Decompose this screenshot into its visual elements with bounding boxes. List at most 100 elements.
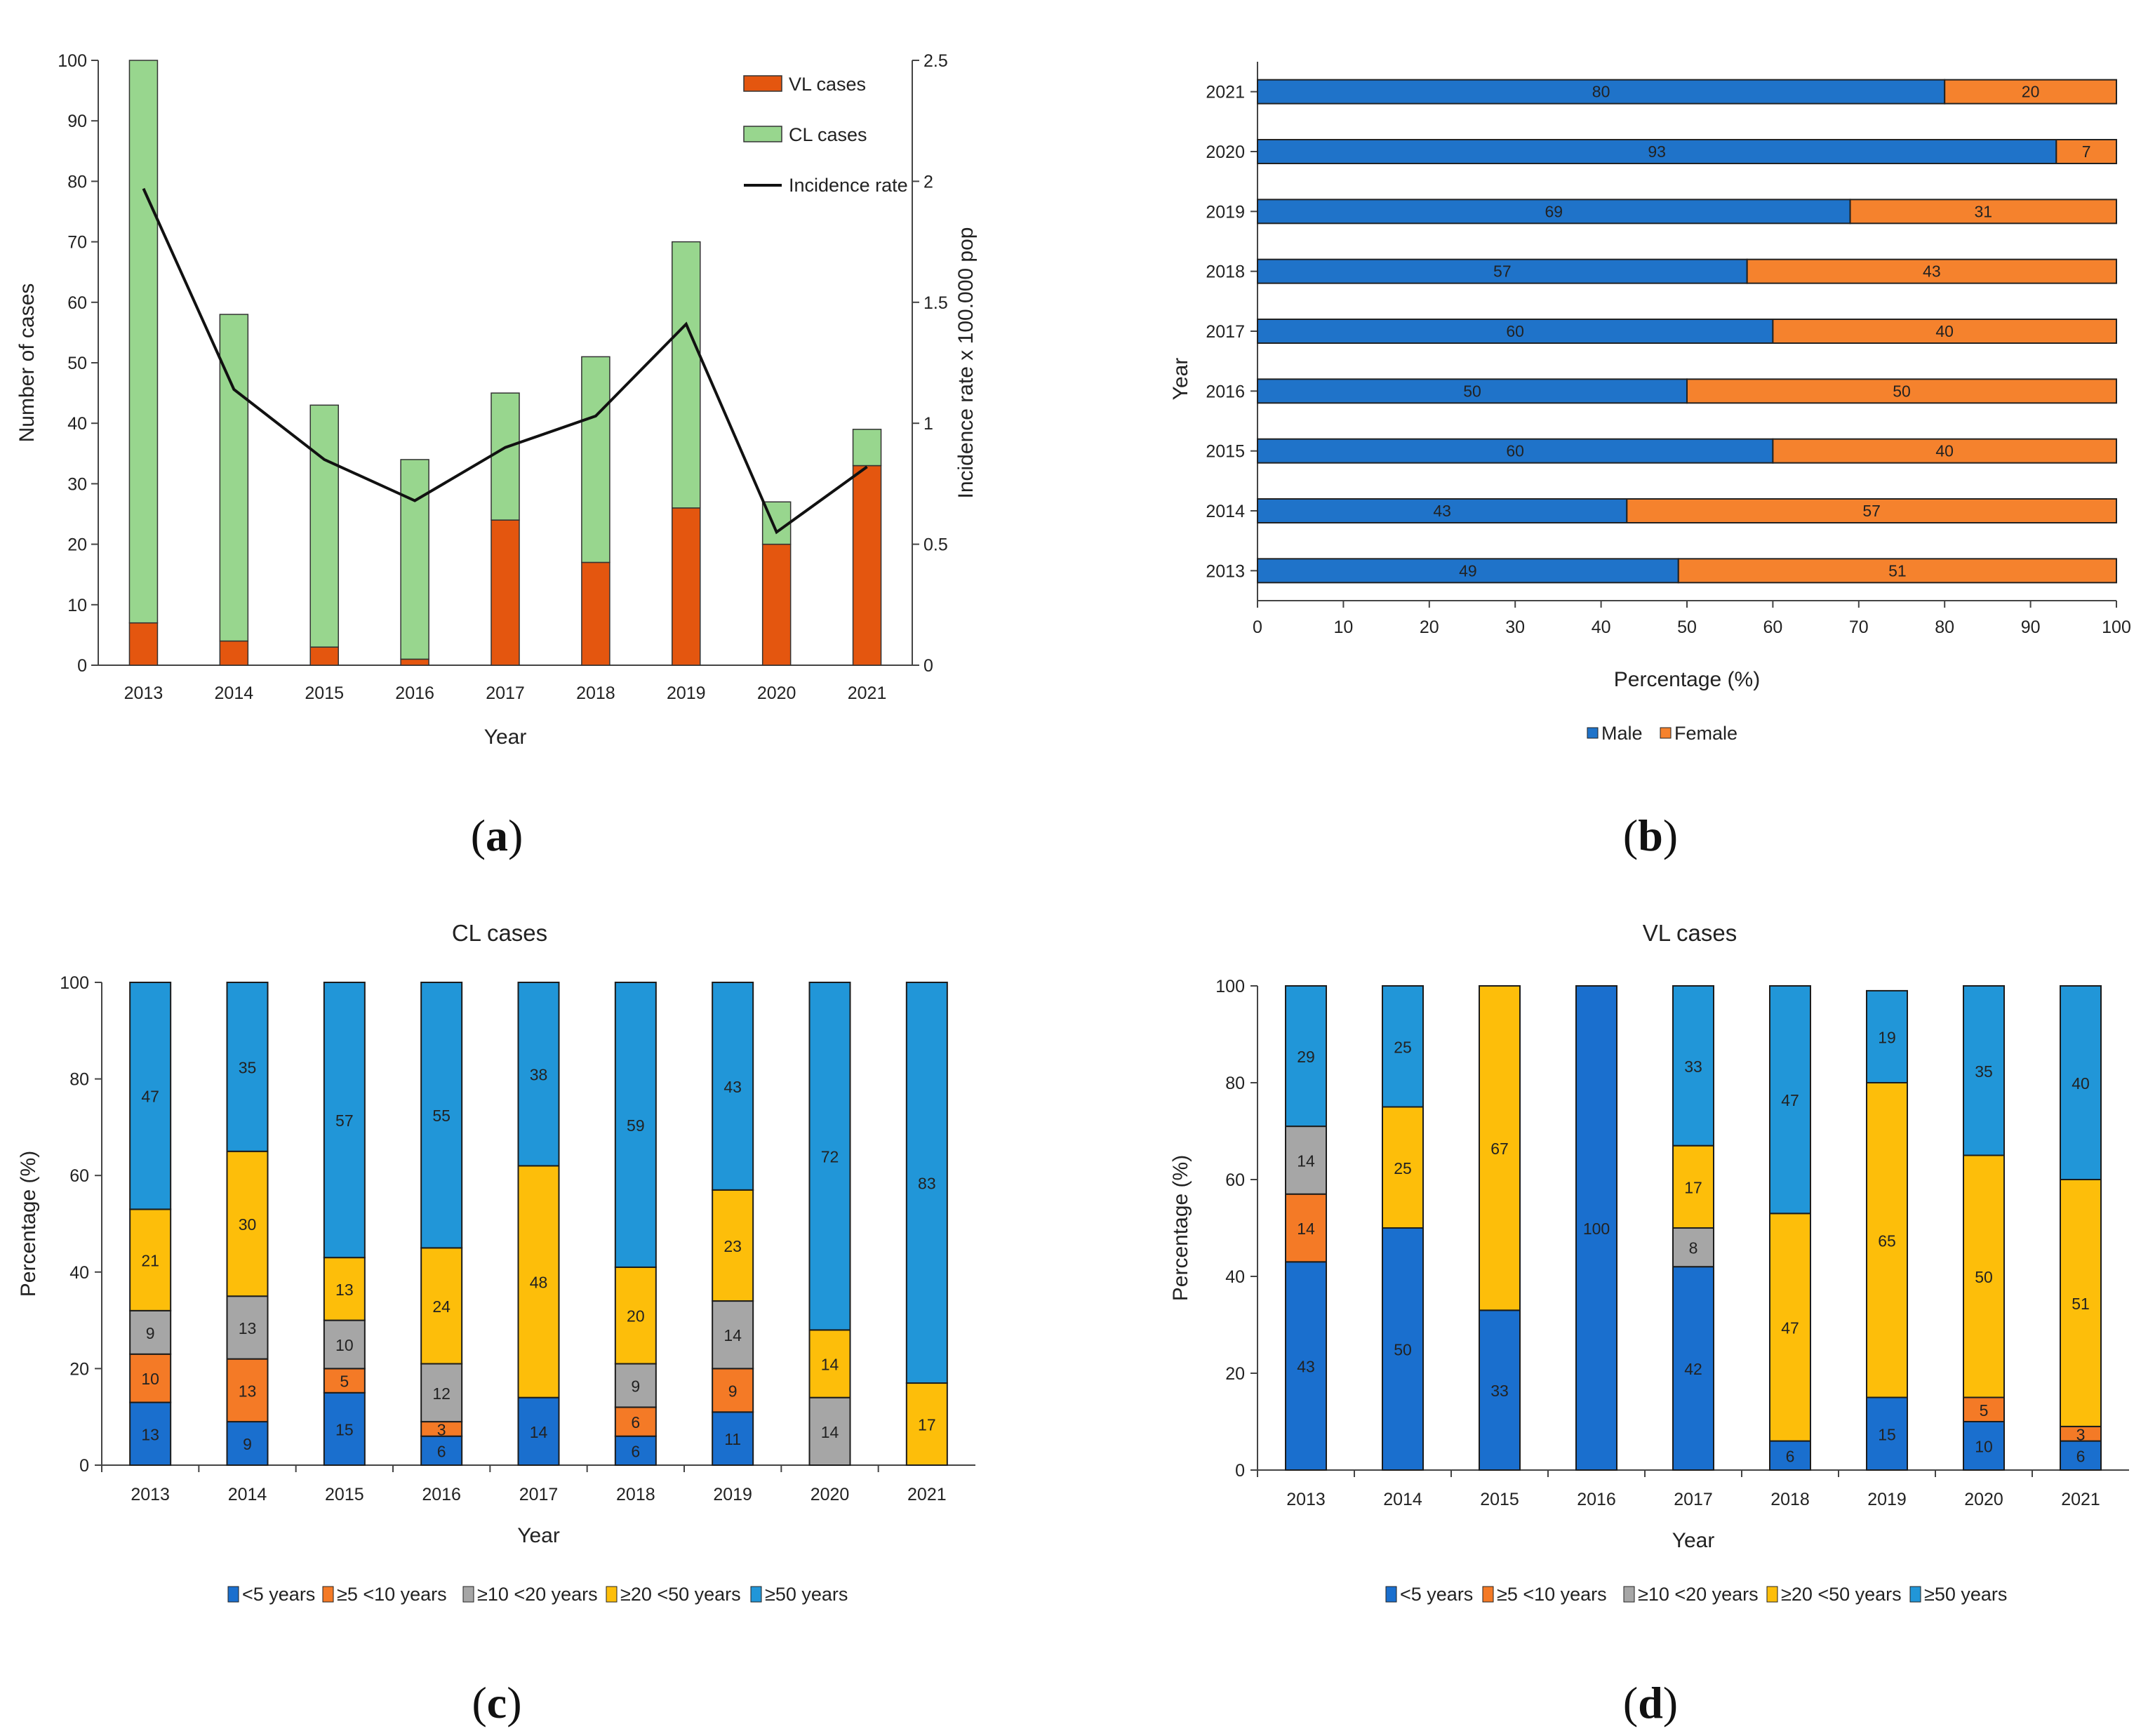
c-bar-segment [129, 1208, 172, 1311]
d-data-label: 29 [1297, 1048, 1315, 1066]
c-data-label: 17 [918, 1416, 936, 1434]
c-y-tick-label: 0 [79, 1456, 89, 1476]
a-x-tick-label: 2017 [486, 683, 525, 703]
c-data-label: 13 [239, 1319, 257, 1337]
c-bar-segment [712, 982, 754, 1191]
c-legend-label: ≥5 <10 years [337, 1584, 447, 1605]
b-x-tick-label: 60 [1763, 617, 1782, 637]
b-data-label: 43 [1923, 262, 1941, 281]
d-data-label: 50 [1975, 1268, 1993, 1286]
b-bar-female [1772, 319, 2117, 344]
d-data-label: 8 [1689, 1239, 1698, 1257]
b-data-label: 40 [1935, 322, 1954, 340]
c-x-tick-label: 2019 [713, 1485, 752, 1504]
a-x-tick-label: 2015 [305, 683, 344, 703]
a-y-tick-label: 0 [77, 656, 87, 676]
a-legend-label: CL cases [789, 124, 867, 145]
chart-c-cl-age-groups: CL cases02040608010013109214720139131330… [17, 920, 975, 1605]
d-y-tick-label: 0 [1235, 1461, 1245, 1481]
b-x-tick-label: 50 [1677, 617, 1697, 637]
c-x-tick-label: 2017 [519, 1485, 559, 1504]
a-legend-label: VL cases [789, 74, 866, 95]
chart-b-sex-distribution: 0 10 20 30 40 50 60 70 80 90 100 2013 49 51 2014 43 57 20… [1169, 62, 2131, 744]
a-bar-cl [581, 356, 611, 563]
b-data-label: 40 [1935, 442, 1954, 460]
b-legend-swatch [1587, 727, 1599, 739]
b-data-label: 93 [1648, 142, 1666, 161]
d-bar-segment [1963, 985, 2005, 1156]
c-y-tick-label: 60 [69, 1166, 89, 1186]
c-x-tick-label: 2015 [325, 1485, 364, 1504]
b-data-label: 60 [1506, 322, 1524, 340]
c-bar-segment [226, 982, 269, 1152]
c-bar-segment [905, 982, 948, 1384]
c-data-label: 14 [821, 1423, 839, 1441]
a-bar-vl [219, 640, 249, 666]
d-data-label: 43 [1297, 1358, 1315, 1376]
d-x-tick-label: 2014 [1383, 1490, 1422, 1509]
d-data-label: 40 [2072, 1074, 2090, 1093]
b-x-axis-label: Percentage (%) [1614, 668, 1760, 691]
b-bar-female [1626, 498, 2118, 523]
a-bar-vl [581, 561, 611, 666]
c-data-label: 43 [723, 1078, 742, 1096]
c-legend-swatch [462, 1586, 474, 1603]
a-x-tick-label: 2016 [395, 683, 434, 703]
b-y-tick-label: 2015 [1206, 442, 1245, 462]
a-y-tick-label: 60 [67, 293, 87, 313]
b-y-tick-label: 2014 [1206, 502, 1245, 521]
c-data-label: 9 [243, 1435, 252, 1453]
a-y2-axis-label: Incidence rate x 100.000 pop [954, 227, 978, 499]
b-data-label: 49 [1459, 561, 1477, 580]
b-x-tick-label: 90 [2021, 617, 2041, 637]
d-data-label: 33 [1684, 1057, 1702, 1076]
d-bar-segment [1382, 1227, 1424, 1471]
b-legend-label: Female [1674, 723, 1737, 744]
c-data-label: 14 [530, 1423, 548, 1441]
c-bar-segment [614, 982, 657, 1268]
c-y-tick-label: 80 [69, 1070, 89, 1090]
c-data-label: 48 [530, 1274, 548, 1292]
d-legend-label: ≥10 <20 years [1638, 1584, 1759, 1605]
a-bar-vl [672, 507, 701, 666]
c-data-label: 14 [821, 1356, 839, 1374]
b-data-label: 31 [1974, 202, 1992, 220]
b-bar-male [1257, 558, 1679, 584]
b-bar-female [1686, 378, 2117, 404]
c-y-tick-label: 40 [69, 1263, 89, 1283]
c-data-label: 57 [335, 1111, 354, 1130]
d-data-label: 47 [1781, 1091, 1799, 1109]
d-bar-segment [1575, 985, 1617, 1471]
d-y-tick-label: 20 [1225, 1364, 1245, 1384]
b-data-label: 57 [1862, 502, 1881, 520]
c-bar-segment [420, 1435, 463, 1466]
d-y-tick-label: 100 [1215, 977, 1245, 996]
a-bar-vl [491, 519, 520, 666]
c-bar-segment [420, 1247, 463, 1365]
c-data-label: 47 [141, 1088, 159, 1106]
d-bar-segment [1285, 1126, 1327, 1195]
c-bar-segment [808, 1329, 851, 1398]
b-legend-label: Male [1601, 723, 1643, 744]
c-data-label: 72 [821, 1148, 839, 1166]
d-legend-label: ≥5 <10 years [1497, 1584, 1607, 1605]
chart-d-vl-age-groups: VL cases 0 20 40 60 80 100 43 14 14 29 2013 50 25 25 20… [1169, 920, 2129, 1605]
d-bar-segment [1285, 1193, 1327, 1263]
d-legend-label: <5 years [1400, 1584, 1473, 1605]
c-data-label: 11 [724, 1430, 741, 1448]
a-y-tick-label: 30 [67, 474, 87, 494]
d-bar-segment [1769, 985, 1811, 1215]
c-legend-swatch [606, 1586, 618, 1603]
c-legend-label: ≥20 <50 years [620, 1584, 741, 1605]
c-data-label: 12 [432, 1384, 451, 1403]
c-data-label: 3 [437, 1420, 446, 1438]
b-bar-male [1257, 319, 1774, 344]
d-x-axis-label: Year [1672, 1529, 1715, 1552]
b-x-tick-label: 80 [1935, 617, 1954, 637]
a-y2-tick-label: 1.5 [923, 293, 948, 313]
chart-a-cases-and-incidence: 0 10 20 30 40 50 60 70 80 90 100 0 0.5 1 1.5 2 2.5 2013 20… [15, 51, 978, 749]
c-bar-segment [323, 1368, 366, 1394]
d-data-label: 33 [1490, 1382, 1509, 1400]
b-y-tick-label: 2018 [1206, 262, 1245, 282]
a-x-axis-label: Year [484, 726, 527, 749]
